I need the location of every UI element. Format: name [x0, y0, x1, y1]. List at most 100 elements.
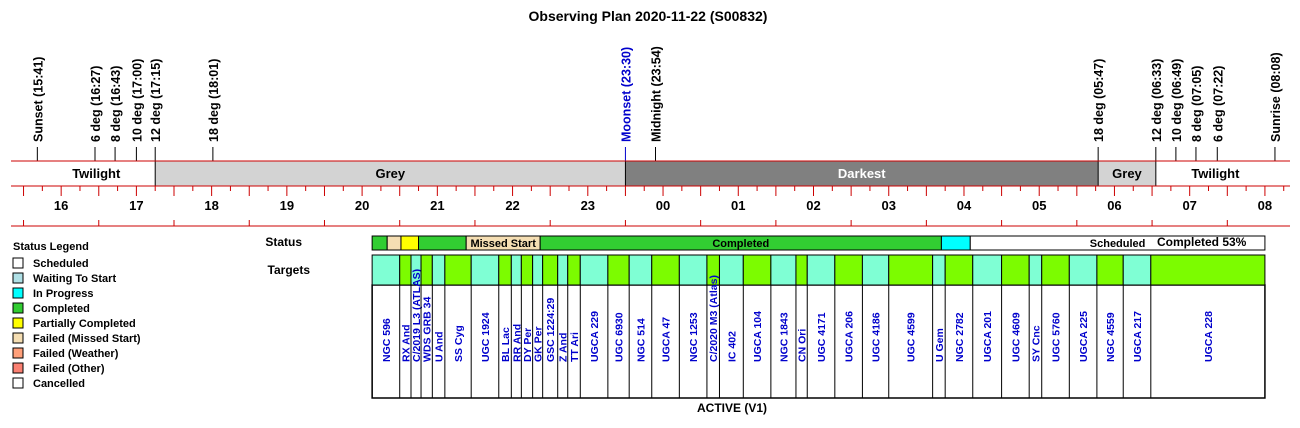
target-block	[470, 254, 500, 286]
target-name: NGC 596	[381, 318, 393, 362]
band-label: Grey	[1112, 166, 1142, 181]
target-block	[834, 254, 863, 286]
target-block	[498, 254, 512, 286]
band-label: Twilight	[1191, 166, 1240, 181]
status-row: Missed Start Completed Scheduled	[371, 235, 1266, 251]
legend-swatch	[12, 257, 24, 269]
legend-label: In Progress	[33, 288, 94, 300]
legend-swatch	[12, 347, 24, 359]
target-name: CN Ori	[797, 329, 809, 362]
target-block	[607, 254, 630, 286]
target-name: UGC 6930	[614, 312, 626, 362]
target-name: GSC 1224:29	[545, 298, 557, 362]
legend-swatch	[12, 362, 24, 374]
target-block	[567, 254, 581, 286]
band-label: Twilight	[72, 166, 121, 181]
target-name: UGCA 104	[752, 311, 764, 362]
legend-label: Scheduled	[33, 258, 89, 270]
legend-label: Completed	[33, 303, 90, 315]
target-name: RX And	[400, 324, 412, 362]
band-twilight	[37, 161, 156, 186]
sky-condition-bands: Twilight Grey Darkest Grey Twilight	[11, 160, 1290, 187]
target-block	[770, 254, 797, 286]
target-block	[932, 254, 946, 286]
target-name: DY Per	[522, 328, 534, 362]
legend-swatch	[12, 377, 24, 389]
legend-swatch	[12, 272, 24, 284]
target-block	[520, 254, 534, 286]
event-label: Midnight (23:54)	[650, 46, 664, 142]
target-block	[1122, 254, 1152, 286]
legend-title: Status Legend	[13, 241, 89, 253]
target-block	[718, 254, 744, 286]
targets-row-label: Targets	[268, 263, 311, 277]
hour-label: 06	[1107, 198, 1121, 213]
band-grey	[155, 161, 626, 186]
target-block	[1096, 254, 1124, 286]
hour-label: 08	[1258, 198, 1272, 213]
target-block	[806, 254, 836, 286]
target-name: UGC 1924	[480, 312, 492, 362]
target-name: UGC 5760	[1051, 312, 1063, 362]
hour-label: 05	[1032, 198, 1046, 213]
target-name: SY Cnc	[1030, 325, 1042, 362]
event-label: 18 deg (05:47)	[1092, 59, 1106, 142]
target-block	[420, 254, 433, 286]
target-block	[861, 254, 890, 286]
band-label: Grey	[375, 166, 405, 181]
event-label: 6 deg (16:27)	[89, 66, 103, 142]
target-name: IC 402	[726, 331, 738, 362]
target-block	[628, 254, 653, 286]
hour-label: 19	[280, 198, 294, 213]
status-segment	[969, 235, 1266, 251]
target-name: GK Per	[533, 326, 545, 362]
target-name: RR And	[511, 324, 523, 362]
status-row-label: Status	[265, 235, 302, 249]
hour-label: 00	[656, 198, 670, 213]
target-name: NGC 4559	[1105, 312, 1117, 362]
target-block	[371, 254, 401, 286]
target-name: UGCA 206	[844, 311, 856, 362]
target-name: UGCA 217	[1132, 311, 1144, 362]
target-name: TT Ari	[569, 332, 581, 362]
status-segment	[371, 235, 388, 251]
target-name: C/2020 M3 (Atlas)	[708, 275, 720, 362]
legend-swatch	[12, 317, 24, 329]
twilight-event-markers: Sunset (15:41) 6 deg (16:27) 8 deg (16:43)…	[31, 46, 1283, 161]
legend-swatch	[12, 332, 24, 344]
target-name: Z And	[558, 333, 570, 362]
target-name: SS Cyg	[453, 325, 465, 362]
target-block	[1001, 254, 1030, 286]
event-label: 8 deg (16:43)	[109, 66, 123, 142]
band-twilight	[1155, 161, 1275, 186]
target-name: NGC 1843	[778, 312, 790, 362]
target-name: NGC 1253	[688, 312, 700, 362]
status-segment	[418, 235, 467, 251]
target-block	[651, 254, 680, 286]
target-name: UGC 4171	[816, 312, 828, 362]
status-segment-label: Missed Start	[470, 238, 536, 250]
hour-label: 03	[882, 198, 896, 213]
hour-label: 04	[957, 198, 972, 213]
status-segment	[940, 235, 971, 251]
target-name: UGCA 229	[589, 311, 601, 362]
target-name: UGCA 201	[982, 311, 994, 362]
completion-percent: Completed 53%	[1157, 235, 1247, 249]
hour-label: 16	[54, 198, 68, 213]
band-grey	[1098, 161, 1156, 186]
hour-label: 17	[129, 198, 143, 213]
target-block	[1041, 254, 1070, 286]
hour-label: 18	[204, 198, 218, 213]
legend-label: Partially Completed	[33, 318, 136, 330]
event-label: 8 deg (07:05)	[1190, 66, 1204, 142]
event-label: Moonset (23:30)	[619, 47, 633, 142]
status-segment-label: Completed	[712, 238, 769, 250]
target-block	[972, 254, 1003, 286]
target-block	[888, 254, 934, 286]
target-name: BL Lac	[500, 327, 512, 362]
target-block	[532, 254, 544, 286]
chart-title: Observing Plan 2020-11-22 (S00832)	[529, 8, 768, 24]
target-name: C/2019 L3 (ATLAS)	[411, 269, 423, 362]
event-label: 10 deg (17:00)	[130, 59, 144, 142]
